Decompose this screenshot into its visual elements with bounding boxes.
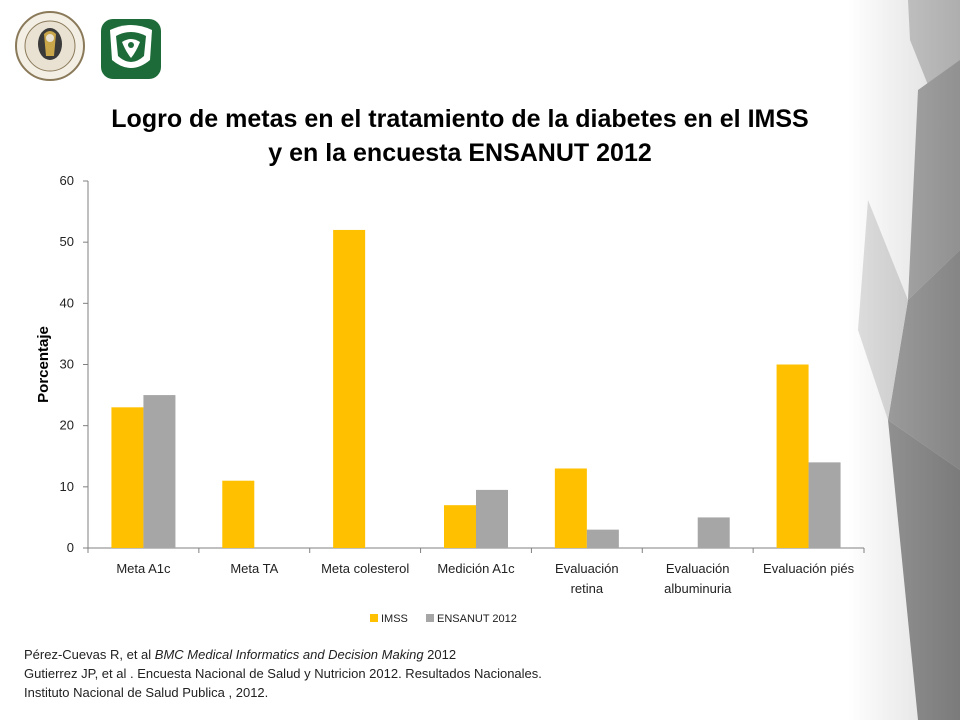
x-tick-label: Evaluación <box>555 561 619 576</box>
x-tick-label: Meta colesterol <box>321 561 409 576</box>
x-tick-label: Evaluación <box>666 561 730 576</box>
bar-chart: 0 10 20 30 40 50 60 Porcentaje Meta A1c Meta TA Me… <box>35 173 865 625</box>
reference-1-authors: Pérez-Cuevas R, et al <box>24 647 155 662</box>
reference-1-year: 2012 <box>423 647 457 662</box>
chart-title: Logro de metas en el tratamiento de la d… <box>40 102 880 170</box>
y-tick-label: 50 <box>60 234 74 249</box>
x-tick-label: Meta A1c <box>116 561 171 576</box>
legend-swatch-imss <box>370 614 378 622</box>
bar-ensanut <box>586 529 619 548</box>
chart-title-line-1: Logro de metas en el tratamiento de la d… <box>111 105 809 133</box>
chart-title-line-2: y en la encuesta ENSANUT 2012 <box>268 139 652 167</box>
x-tick-label: Medición A1c <box>437 561 515 576</box>
y-tick-label: 10 <box>60 479 74 494</box>
x-tick-label: albuminuria <box>664 581 732 596</box>
legend-label-ensanut: ENSANUT 2012 <box>437 613 517 625</box>
academia-nacional-medicina-seal-icon <box>15 11 85 81</box>
reference-1-journal: BMC Medical Informatics and Decision Mak… <box>154 647 424 662</box>
bar-ensanut <box>143 395 176 548</box>
y-axis-title: Porcentaje <box>35 326 52 403</box>
legend-label-imss: IMSS <box>381 613 408 625</box>
imss-eagle-logo-icon <box>101 19 161 79</box>
y-tick-label: 30 <box>60 357 74 372</box>
bar-imss <box>444 505 476 548</box>
bar-imss <box>222 480 255 548</box>
reference-3: Instituto Nacional de Salud Publica , 20… <box>24 685 269 700</box>
reference-1: Pérez-Cuevas R, et al BMC Medical Inform… <box>24 645 824 664</box>
references: Pérez-Cuevas R, et al BMC Medical Inform… <box>24 645 824 702</box>
x-tick-label: Meta TA <box>230 561 278 576</box>
legend-swatch-ensanut <box>426 614 434 622</box>
bar-ensanut <box>697 517 730 548</box>
bar-imss <box>776 364 809 548</box>
y-tick-label: 0 <box>67 540 74 555</box>
y-tick-label: 60 <box>60 173 74 188</box>
bar-imss <box>554 468 587 548</box>
decorative-building-strip <box>848 0 960 720</box>
bar-ensanut <box>476 489 508 548</box>
x-tick-label: Evaluación piés <box>763 561 855 576</box>
reference-2: Gutierrez JP, et al . Encuesta Nacional … <box>24 666 542 681</box>
bar-imss <box>333 229 366 548</box>
bar-imss <box>111 407 144 548</box>
y-tick-label: 20 <box>60 418 74 433</box>
x-tick-label: retina <box>571 581 604 596</box>
y-tick-label: 40 <box>60 295 74 310</box>
bar-ensanut <box>808 462 841 548</box>
